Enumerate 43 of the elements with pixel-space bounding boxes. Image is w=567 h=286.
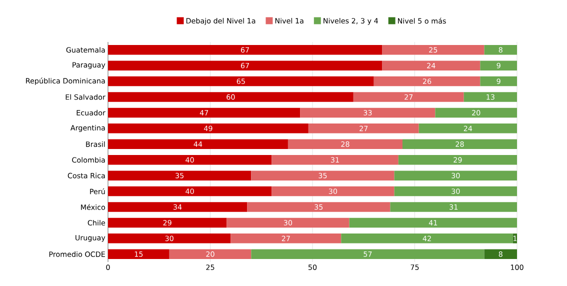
bar xyxy=(226,218,350,228)
bar xyxy=(382,60,480,70)
bar xyxy=(353,92,464,102)
bar xyxy=(402,139,518,150)
bar xyxy=(390,202,518,212)
bar xyxy=(108,108,300,118)
bar xyxy=(374,76,480,86)
bar xyxy=(108,92,354,102)
bar xyxy=(251,170,394,180)
bar xyxy=(398,154,518,165)
bar xyxy=(480,60,518,70)
bar xyxy=(349,218,518,228)
bar xyxy=(300,108,436,118)
bar xyxy=(247,202,390,212)
bar xyxy=(484,44,518,55)
bar xyxy=(308,124,419,134)
bar xyxy=(108,139,288,150)
bar xyxy=(480,76,518,86)
bar xyxy=(435,108,518,118)
bar xyxy=(288,139,402,150)
bar xyxy=(394,170,518,180)
bar xyxy=(272,154,398,165)
bar xyxy=(169,249,252,260)
bar xyxy=(108,154,272,165)
bar xyxy=(108,234,231,244)
bar xyxy=(108,249,170,260)
bar xyxy=(108,170,252,180)
bar xyxy=(382,44,484,55)
bar xyxy=(108,202,248,212)
bar xyxy=(484,249,518,260)
bar xyxy=(108,124,308,134)
bar xyxy=(251,249,484,260)
bar xyxy=(108,60,382,70)
bar xyxy=(418,124,518,134)
bar xyxy=(230,234,342,244)
bar xyxy=(108,76,374,86)
bar xyxy=(341,234,513,244)
bar xyxy=(272,186,394,196)
bar xyxy=(108,44,382,55)
bar xyxy=(108,218,227,228)
bar xyxy=(394,186,518,196)
bar xyxy=(464,92,518,102)
bar xyxy=(108,186,272,196)
